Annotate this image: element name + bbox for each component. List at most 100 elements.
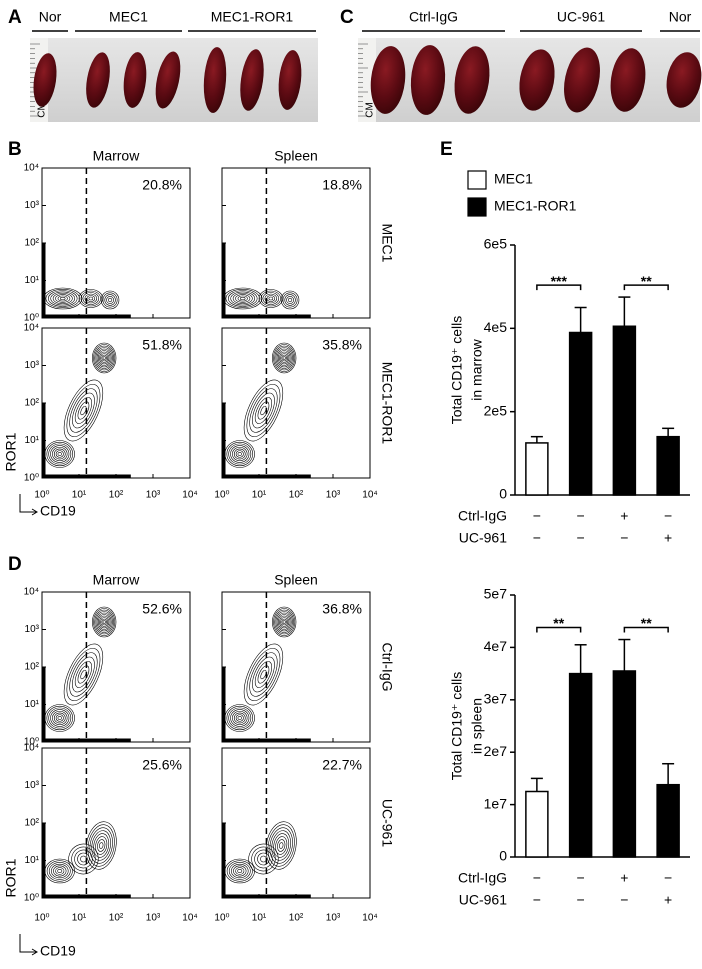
contour — [275, 347, 293, 369]
contour — [246, 648, 281, 701]
contour — [97, 839, 106, 852]
contour — [48, 443, 72, 465]
spleen — [240, 49, 264, 111]
treatment-sign: − — [620, 892, 628, 908]
axis-density — [222, 667, 311, 742]
y-tick-label: 2e7 — [484, 743, 508, 759]
axis-density — [222, 823, 311, 898]
ruler-label: CM — [365, 102, 376, 118]
spleen — [370, 46, 406, 114]
y-tick-label: 10¹ — [25, 275, 40, 286]
treatment-sign: − — [577, 530, 585, 546]
contour — [237, 716, 242, 720]
x-tick-label: 10⁴ — [362, 490, 377, 501]
contour — [273, 833, 290, 858]
percentage: 51.8% — [142, 337, 182, 353]
contour — [99, 351, 110, 365]
contour — [233, 712, 246, 724]
contour — [280, 353, 289, 363]
contour — [267, 824, 295, 867]
contour — [43, 287, 83, 310]
contour — [274, 609, 294, 635]
significance-bracket — [536, 626, 582, 633]
treatment-label: UC-961 — [459, 892, 507, 908]
significance-bracket — [536, 284, 582, 291]
contour — [100, 353, 109, 363]
y-tick-label: 10² — [25, 398, 40, 409]
contour — [99, 842, 104, 849]
treatment-sign: − — [620, 530, 628, 546]
y-tick-label: 10⁴ — [24, 743, 39, 754]
contour — [74, 849, 93, 869]
x-tick-label: 10⁰ — [34, 913, 49, 924]
y-tick-label: 0 — [499, 848, 507, 864]
x-tick-label: 10³ — [326, 490, 341, 501]
y-axis-label: Total CD19⁺ cells — [449, 672, 465, 781]
x-tick-label: 10⁰ — [214, 490, 229, 501]
y-tick-label: 10³ — [25, 624, 40, 635]
treatment-label: Ctrl-IgG — [458, 508, 507, 524]
significance-bracket — [623, 626, 669, 633]
contour — [89, 827, 113, 864]
contour — [237, 452, 242, 456]
contour — [74, 661, 93, 688]
contour — [46, 705, 74, 731]
legend-label: MEC1 — [494, 171, 533, 187]
contour — [92, 342, 117, 374]
contour — [55, 867, 65, 875]
spleen — [123, 52, 147, 108]
contour — [233, 448, 246, 460]
x-axis-label: CD19 — [40, 943, 76, 959]
contour — [280, 290, 300, 310]
contour — [276, 612, 292, 632]
contour — [249, 388, 278, 433]
contour — [48, 707, 72, 729]
contour — [276, 348, 292, 368]
treatment-sign: − — [577, 892, 585, 908]
contour — [279, 615, 290, 629]
contour — [243, 643, 284, 706]
contour — [63, 643, 104, 706]
legend-swatch — [467, 197, 487, 217]
contour — [97, 350, 111, 366]
y-tick-label: 10² — [25, 238, 40, 249]
contour — [52, 710, 68, 726]
panel-label: B — [8, 139, 22, 160]
y-tick-label: 5e7 — [484, 586, 508, 602]
x-tick-label: 10² — [289, 913, 304, 924]
contour — [228, 707, 252, 729]
contour — [55, 294, 71, 303]
percentage: 52.6% — [142, 601, 182, 617]
contour — [264, 293, 278, 304]
contour — [55, 714, 64, 722]
ruler — [358, 38, 376, 122]
contour — [53, 865, 67, 877]
contour — [228, 862, 251, 880]
contour — [88, 296, 94, 301]
y-tick-label: 10⁰ — [24, 473, 39, 484]
row-label: MEC1-ROR1 — [379, 362, 395, 445]
column-title: Spleen — [274, 572, 318, 588]
y-axis-label: in spleen — [469, 698, 485, 754]
axis-density — [42, 823, 131, 898]
contour — [78, 289, 103, 308]
contour — [101, 618, 107, 626]
contour — [66, 384, 101, 437]
contour — [271, 830, 291, 861]
spleen — [155, 51, 181, 109]
contour — [275, 611, 293, 633]
row-label: MEC1 — [379, 224, 395, 263]
contour — [235, 294, 251, 303]
contour — [224, 440, 255, 468]
y-tick-label: 10⁴ — [24, 587, 39, 598]
contour — [266, 295, 276, 302]
column-title: Marrow — [93, 148, 141, 164]
x-tick-label: 10¹ — [72, 490, 87, 501]
contour — [92, 606, 117, 638]
contour — [93, 833, 110, 858]
contour — [249, 652, 278, 697]
contour — [235, 450, 244, 458]
contour — [102, 356, 106, 360]
contour — [46, 441, 74, 467]
contour — [274, 345, 294, 371]
